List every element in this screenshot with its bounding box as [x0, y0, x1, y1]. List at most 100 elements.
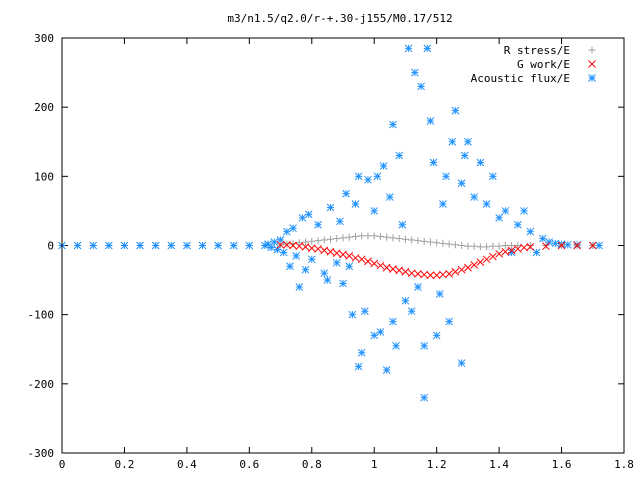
data-point	[401, 267, 410, 276]
data-point	[370, 259, 379, 268]
data-point	[432, 271, 441, 280]
data-point	[333, 235, 341, 243]
x-tick-label: 1.4	[489, 458, 509, 471]
axes: 0 0.2 0.4 0.6 0.8 1 1.2 1.4 1.6 1.8 -300 -200 -100 0 1…	[28, 32, 634, 471]
data-point	[289, 224, 297, 233]
data-point	[120, 241, 129, 250]
data-point	[323, 276, 332, 284]
data-point	[489, 252, 497, 261]
data-point	[364, 232, 372, 240]
data-point	[326, 247, 335, 256]
data-point	[361, 307, 369, 316]
data-point	[482, 200, 491, 208]
data-point	[351, 200, 360, 208]
x-tick-label: 0.8	[302, 458, 322, 471]
data-point	[104, 241, 113, 250]
x-tick-label: 0.4	[177, 458, 197, 471]
data-point	[302, 238, 310, 246]
data-marks	[58, 44, 603, 402]
data-point	[439, 270, 447, 279]
data-point	[410, 68, 419, 77]
x-tick-label: 1	[371, 458, 378, 471]
data-point	[464, 263, 472, 272]
data-point	[595, 241, 603, 250]
data-point	[389, 265, 397, 273]
legend-marker	[588, 60, 596, 68]
data-point	[451, 241, 459, 249]
data-point	[364, 257, 372, 266]
data-point	[451, 106, 460, 115]
x-tick-label: 1.8	[614, 458, 634, 471]
data-point	[73, 241, 82, 250]
data-point	[417, 82, 425, 91]
data-point	[382, 366, 391, 374]
data-point	[370, 331, 379, 340]
data-point	[426, 271, 435, 280]
data-point	[136, 241, 144, 250]
y-tick-label: 0	[47, 240, 54, 253]
x-tick-label: 1.2	[427, 458, 447, 471]
x-tick-label: 0.2	[115, 458, 135, 471]
data-point	[407, 307, 416, 316]
legend-label: Acoustic flux/E	[471, 72, 570, 85]
data-point	[270, 238, 279, 246]
data-point	[398, 220, 407, 229]
y-tick-label: 100	[34, 170, 54, 183]
data-point	[426, 238, 434, 246]
data-point	[320, 246, 329, 255]
data-point	[345, 262, 354, 271]
data-point	[520, 207, 528, 215]
data-point	[295, 283, 304, 291]
data-point	[389, 234, 397, 242]
data-point	[489, 242, 497, 250]
data-point	[357, 348, 366, 357]
data-point	[339, 279, 347, 288]
data-point	[345, 252, 354, 260]
data-point	[470, 193, 478, 201]
data-point	[307, 255, 316, 264]
data-point	[376, 328, 385, 336]
plot-frame	[61, 37, 625, 454]
data-point	[395, 151, 404, 160]
data-point	[439, 200, 447, 208]
data-point	[513, 220, 522, 229]
data-point	[495, 242, 503, 250]
data-point	[295, 242, 304, 251]
data-point	[304, 210, 313, 219]
data-point	[351, 233, 359, 241]
data-point	[395, 266, 404, 275]
data-point	[273, 245, 282, 254]
data-point	[357, 255, 366, 264]
data-point	[276, 240, 285, 249]
data-point	[292, 252, 301, 260]
data-point	[501, 242, 509, 249]
data-point	[542, 242, 550, 251]
data-point	[513, 245, 522, 253]
data-point	[573, 241, 582, 250]
data-point	[354, 172, 363, 181]
data-point	[489, 172, 497, 181]
data-point	[314, 245, 322, 253]
data-point	[320, 236, 328, 244]
data-point	[167, 241, 176, 250]
data-point	[470, 242, 478, 250]
x-tick-label: 0.6	[239, 458, 259, 471]
data-point	[483, 243, 491, 251]
data-point	[476, 243, 484, 251]
data-point	[420, 237, 428, 245]
data-point	[545, 238, 553, 246]
data-point	[358, 232, 366, 240]
data-point	[526, 227, 535, 236]
data-point	[339, 234, 347, 242]
data-point	[282, 227, 291, 236]
data-point	[327, 235, 335, 243]
data-point	[364, 175, 372, 184]
data-point	[308, 237, 316, 245]
legend-marker	[588, 74, 596, 82]
data-point	[457, 179, 466, 188]
data-point	[414, 283, 422, 291]
data-point	[551, 239, 560, 248]
data-point	[476, 158, 485, 167]
y-tick-label: -100	[28, 309, 55, 322]
data-point	[414, 237, 422, 245]
